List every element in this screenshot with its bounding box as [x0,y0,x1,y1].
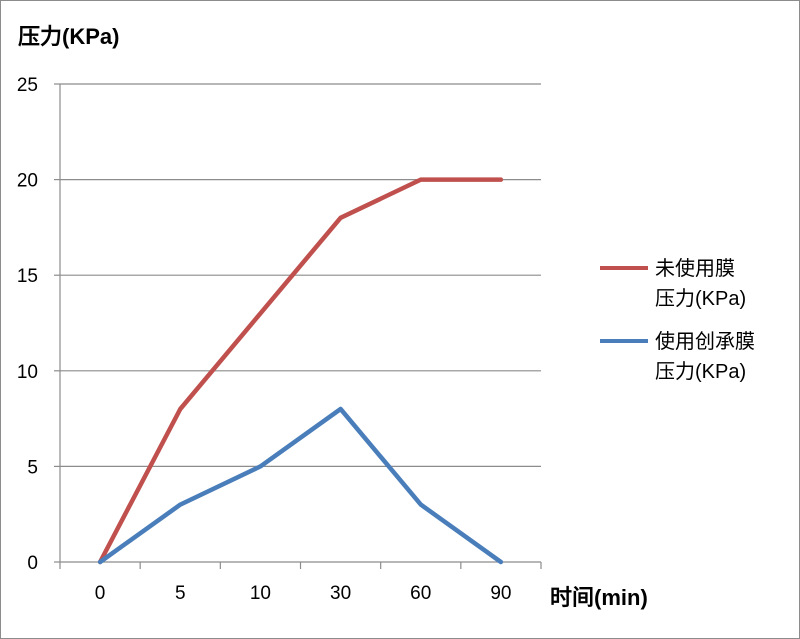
legend-label-chuangcheng-film-line1: 使用创承膜 [655,330,755,353]
x-tick-label: 0 [95,583,106,604]
x-tick-label: 90 [490,583,511,604]
x-tick-label: 10 [250,583,271,604]
y-axis-title: 压力(KPa) [18,24,119,49]
y-tick-label: 25 [17,75,38,96]
legend-label-chuangcheng-film-line2: 压力(KPa) [655,360,746,383]
y-tick-label: 20 [17,171,38,192]
series-line-1 [97,406,504,565]
gridlines [60,83,541,467]
y-tick-label: 15 [17,266,38,287]
legend-item-unused-film: 未使用膜 压力(KPa) [600,257,746,310]
axes [54,83,542,569]
y-tick-labels: 0 5 10 15 20 25 [17,75,38,574]
x-tick-label: 30 [330,583,351,604]
x-tick-labels: 0 5 10 30 60 90 [95,583,512,604]
x-tick-label: 5 [175,583,186,604]
legend: 未使用膜 压力(KPa) 使用创承膜 压力(KPa) [600,257,755,383]
legend-item-chuangcheng-film: 使用创承膜 压力(KPa) [600,330,755,383]
y-tick-label: 10 [17,362,38,383]
x-tick-label: 60 [410,583,431,604]
y-tick-label: 0 [27,553,38,574]
legend-label-unused-film-line2: 压力(KPa) [655,287,746,310]
series-lines [97,177,504,565]
x-axis-title: 时间(min) [550,585,648,610]
legend-label-unused-film-line1: 未使用膜 [655,257,735,280]
series-line-0 [97,177,504,565]
y-tick-label: 5 [27,457,38,478]
